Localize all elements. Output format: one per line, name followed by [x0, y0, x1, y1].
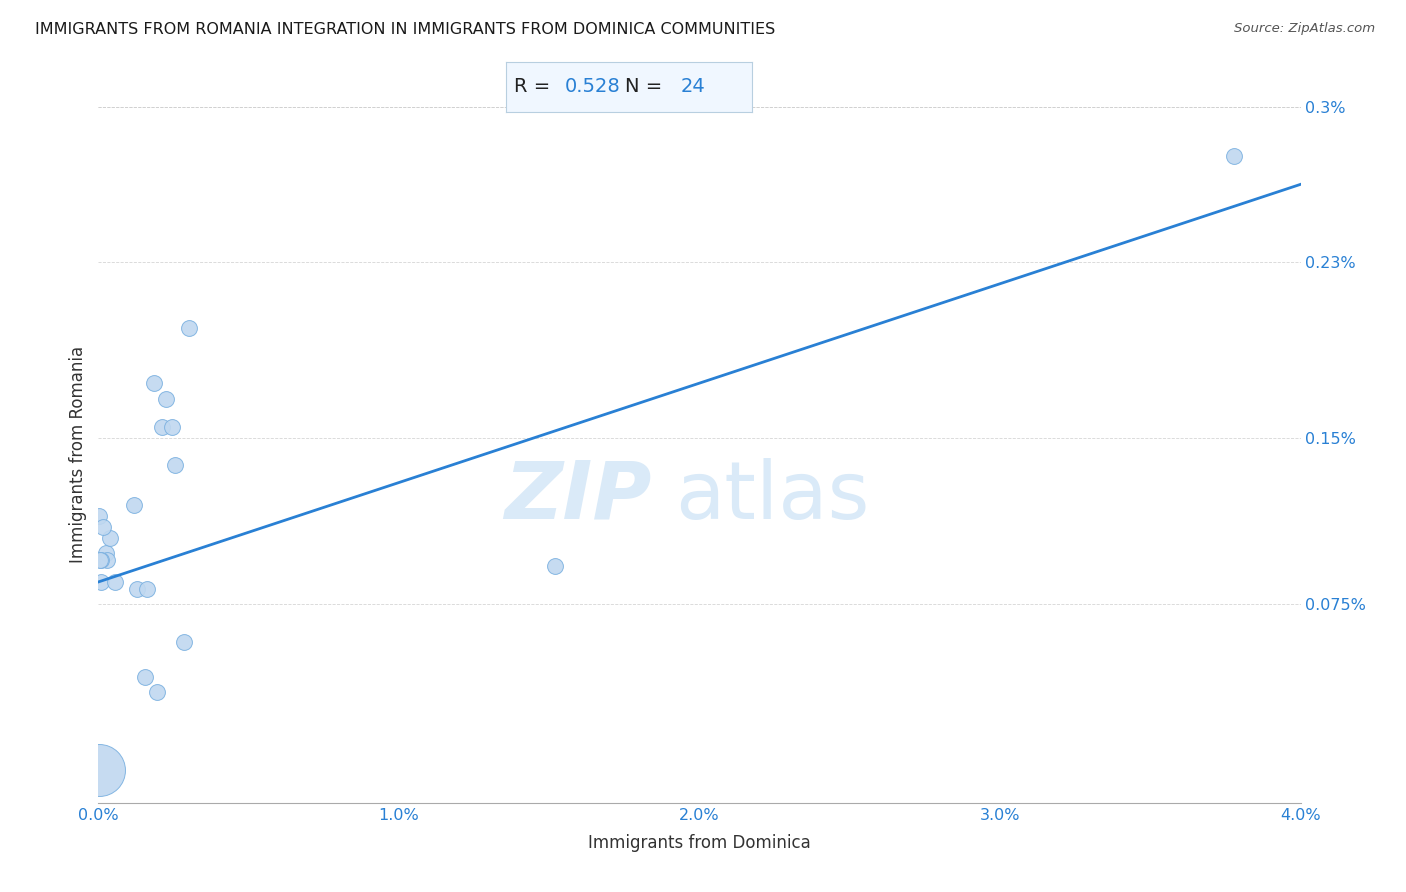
Point [96, 553, 118, 567]
Point [94, 546, 117, 560]
Point [544, 559, 567, 574]
X-axis label: Immigrants from Dominica: Immigrants from Dominica [588, 834, 811, 852]
Point [146, 685, 169, 699]
Point [127, 582, 149, 596]
Point [173, 634, 195, 648]
Point [135, 582, 157, 596]
Y-axis label: Immigrants from Romania: Immigrants from Romania [69, 346, 87, 564]
Point [150, 420, 173, 434]
Point [1223, 148, 1246, 162]
Point [91, 519, 114, 533]
Text: IMMIGRANTS FROM ROMANIA INTEGRATION IN IMMIGRANTS FROM DOMINICA COMMUNITIES: IMMIGRANTS FROM ROMANIA INTEGRATION IN I… [35, 22, 775, 37]
Point [89, 553, 111, 567]
Point [177, 321, 200, 335]
Text: Source: ZipAtlas.com: Source: ZipAtlas.com [1234, 22, 1375, 36]
Point [165, 458, 187, 472]
Point [100, 531, 122, 545]
Point [104, 574, 127, 589]
Text: atlas: atlas [675, 458, 870, 536]
Text: N =: N = [624, 78, 668, 96]
Point [160, 420, 183, 434]
Point [90, 553, 112, 567]
Text: ZIP: ZIP [503, 458, 651, 536]
Point [143, 376, 166, 391]
Point [89, 508, 111, 523]
Point [155, 392, 177, 406]
Text: R =: R = [515, 78, 557, 96]
Point [90, 574, 112, 589]
Point [89, 763, 111, 777]
Point [134, 670, 156, 684]
Text: 24: 24 [681, 78, 706, 96]
Point [124, 498, 146, 512]
Text: 0.528: 0.528 [564, 78, 620, 96]
